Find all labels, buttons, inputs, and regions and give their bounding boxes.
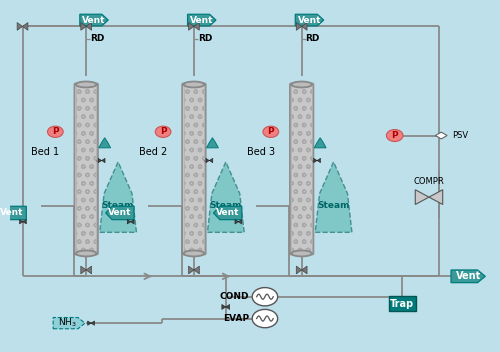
Polygon shape (20, 220, 26, 224)
Polygon shape (302, 266, 307, 274)
Circle shape (263, 126, 278, 137)
Text: RD: RD (198, 34, 212, 43)
Polygon shape (206, 138, 218, 148)
Text: Vent: Vent (108, 208, 132, 218)
Ellipse shape (76, 251, 96, 256)
Polygon shape (416, 190, 429, 205)
Polygon shape (188, 14, 216, 26)
Polygon shape (235, 220, 242, 224)
Ellipse shape (184, 251, 204, 256)
Text: P: P (268, 127, 274, 136)
Polygon shape (86, 23, 92, 30)
Polygon shape (302, 23, 307, 30)
Text: Bed 3: Bed 3 (247, 147, 275, 157)
Text: Steam: Steam (210, 201, 242, 210)
Polygon shape (194, 23, 200, 30)
Polygon shape (53, 318, 85, 329)
Polygon shape (81, 23, 86, 30)
Ellipse shape (184, 82, 204, 87)
Text: PSV: PSV (452, 131, 468, 140)
Bar (388, 296, 415, 311)
Text: P: P (392, 131, 398, 140)
Text: RD: RD (90, 34, 104, 43)
Polygon shape (451, 270, 486, 283)
Polygon shape (296, 14, 324, 26)
Text: Steam: Steam (318, 201, 350, 210)
Polygon shape (80, 14, 108, 26)
Text: Vent: Vent (82, 15, 106, 25)
Circle shape (252, 288, 278, 306)
Polygon shape (208, 162, 244, 232)
FancyBboxPatch shape (74, 83, 98, 254)
Polygon shape (314, 158, 320, 163)
Text: P: P (52, 127, 59, 136)
Text: Vent: Vent (0, 208, 24, 218)
Circle shape (155, 126, 171, 137)
Polygon shape (98, 158, 105, 163)
Text: Trap: Trap (390, 299, 414, 309)
Polygon shape (99, 138, 110, 148)
Ellipse shape (76, 82, 96, 87)
Circle shape (48, 126, 63, 137)
Text: Steam: Steam (102, 201, 134, 210)
Polygon shape (17, 23, 22, 30)
Polygon shape (206, 158, 213, 163)
Polygon shape (81, 266, 86, 274)
Polygon shape (315, 162, 352, 232)
Text: EVAP: EVAP (223, 314, 249, 323)
Polygon shape (100, 162, 136, 232)
Text: COMPR: COMPR (414, 177, 444, 186)
Polygon shape (106, 206, 134, 220)
Text: COND: COND (220, 292, 249, 301)
Bar (76, 84, 96, 253)
Text: Bed 1: Bed 1 (32, 147, 60, 157)
Text: Vent: Vent (190, 15, 214, 25)
Text: Vent: Vent (216, 208, 240, 218)
Text: Vent: Vent (456, 271, 481, 281)
Polygon shape (296, 266, 302, 274)
Polygon shape (194, 266, 200, 274)
Circle shape (252, 309, 278, 328)
Polygon shape (22, 23, 28, 30)
Bar (184, 84, 204, 253)
Polygon shape (88, 321, 94, 325)
Text: Bed 2: Bed 2 (139, 147, 167, 157)
Circle shape (386, 130, 403, 142)
Text: P: P (160, 127, 166, 136)
Polygon shape (296, 23, 302, 30)
Polygon shape (188, 23, 194, 30)
Polygon shape (0, 206, 26, 220)
Bar (292, 84, 312, 253)
Polygon shape (214, 206, 242, 220)
Polygon shape (127, 220, 134, 224)
Text: NH$_3$: NH$_3$ (58, 317, 76, 329)
FancyBboxPatch shape (290, 83, 314, 254)
Polygon shape (188, 266, 194, 274)
Ellipse shape (292, 251, 312, 256)
Text: RD: RD (306, 34, 320, 43)
Polygon shape (429, 190, 442, 205)
Text: Vent: Vent (298, 15, 321, 25)
Polygon shape (314, 138, 326, 148)
Polygon shape (86, 266, 92, 274)
Polygon shape (222, 304, 230, 309)
Ellipse shape (292, 82, 312, 87)
FancyBboxPatch shape (182, 83, 206, 254)
Polygon shape (436, 132, 447, 139)
